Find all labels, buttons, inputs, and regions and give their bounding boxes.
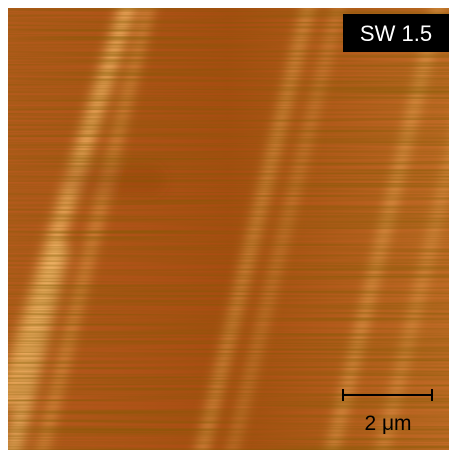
afm-image: SW 1.5 2 μm <box>0 0 457 456</box>
page: SW 1.5 2 μm (() => { const data = JSON.p… <box>0 0 457 456</box>
scan-lines <box>8 8 449 450</box>
scale-label: 2 μm <box>364 412 411 435</box>
sample-label: SW 1.5 <box>360 21 432 46</box>
